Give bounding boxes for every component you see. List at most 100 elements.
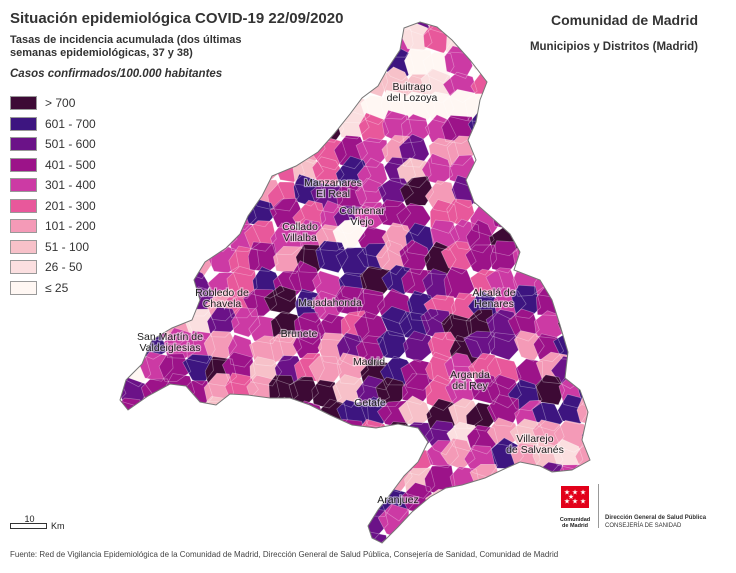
municipality-border <box>120 132 126 164</box>
municipality-area <box>578 151 590 182</box>
municipality-border <box>559 133 590 165</box>
municipality-area <box>536 88 569 118</box>
municipality-border <box>182 28 218 57</box>
municipality-border <box>297 219 329 251</box>
municipality-border <box>339 489 370 519</box>
municipality-area <box>209 94 237 126</box>
municipality-area <box>201 72 231 102</box>
star-icon: ★ <box>564 498 570 506</box>
municipality-area <box>485 181 521 211</box>
municipality-area <box>274 463 306 490</box>
municipality-border <box>469 371 501 405</box>
municipality-border <box>442 89 479 122</box>
municipality-border <box>533 154 564 188</box>
municipality-area <box>120 199 129 231</box>
municipality-border <box>465 402 497 432</box>
municipality-border <box>381 222 416 257</box>
municipality-area <box>534 268 566 297</box>
municipality-area <box>229 132 260 162</box>
map-subtitle: Tasas de incidencia acumulada (dos últim… <box>10 34 242 59</box>
municipality-area <box>332 46 367 78</box>
municipality-area <box>398 395 432 425</box>
municipality-area <box>360 28 391 60</box>
municipality-border <box>422 268 453 301</box>
municipality-border <box>557 227 590 259</box>
municipality-area <box>487 417 520 446</box>
municipality-border <box>120 309 124 341</box>
municipality-area <box>289 260 322 293</box>
municipality-border <box>269 110 303 141</box>
municipality-area <box>559 265 590 298</box>
municipality-border <box>222 511 258 543</box>
municipality-area <box>463 331 495 360</box>
municipality-border <box>178 71 210 102</box>
municipality-area <box>245 460 276 493</box>
municipality-area <box>530 532 565 543</box>
municipality-border <box>244 220 277 252</box>
municipality-border <box>336 352 369 385</box>
municipality-area <box>535 196 565 229</box>
municipality-border <box>204 356 237 387</box>
municipality-border <box>120 27 122 61</box>
municipality-area <box>467 508 498 537</box>
municipality-border <box>440 313 473 342</box>
municipality-border <box>159 442 193 476</box>
municipality-area <box>443 489 475 521</box>
municipality-border <box>573 200 590 230</box>
municipality-border <box>383 156 416 186</box>
municipality-border <box>319 200 351 231</box>
municipality-area <box>486 22 520 33</box>
municipality-border <box>336 332 368 368</box>
municipality-area <box>270 22 301 33</box>
municipality-border <box>465 309 495 339</box>
municipality-border <box>485 506 519 539</box>
municipality-area <box>556 50 586 79</box>
municipality-area <box>120 462 128 495</box>
municipality-border <box>160 137 194 168</box>
legend-swatch <box>10 137 37 152</box>
municipality-border <box>487 90 521 120</box>
municipality-area <box>133 22 168 54</box>
logo-caption-1: Comunidad <box>559 517 591 523</box>
municipality-area <box>510 135 540 167</box>
municipality-border <box>332 219 366 251</box>
municipality-border <box>227 334 255 368</box>
municipality-border <box>139 22 172 38</box>
municipality-border <box>336 22 366 31</box>
municipality-area <box>310 46 341 73</box>
municipality-border <box>143 91 174 123</box>
star-icon: ★ <box>572 498 578 506</box>
municipality-area <box>494 72 528 104</box>
municipality-border <box>535 351 573 384</box>
municipality-area <box>177 223 210 253</box>
municipality-border <box>576 395 590 427</box>
municipality-border <box>357 243 390 271</box>
municipality-border <box>120 266 153 296</box>
municipality-area <box>399 239 431 275</box>
municipality-border <box>229 50 260 80</box>
municipality-area <box>581 113 590 145</box>
municipality-border <box>120 91 128 123</box>
legend-swatch <box>10 178 37 193</box>
municipality-border <box>139 508 172 543</box>
municipality-area <box>120 422 129 454</box>
municipality-area <box>120 377 126 409</box>
municipality-area <box>248 484 283 515</box>
municipality-area <box>491 201 520 230</box>
municipality-area <box>425 352 455 386</box>
municipality-area <box>229 400 261 433</box>
municipality-border <box>535 374 566 406</box>
municipality-border <box>317 26 347 58</box>
municipality-area <box>265 64 297 96</box>
municipality-border <box>512 22 546 30</box>
municipality-border <box>248 22 280 34</box>
municipality-border <box>264 63 297 96</box>
municipality-border <box>181 201 211 234</box>
municipality-border <box>120 156 150 189</box>
municipality-border <box>511 177 546 209</box>
municipality-border <box>440 437 476 470</box>
municipality-border <box>485 181 522 211</box>
municipality-border <box>223 152 254 182</box>
municipality-border <box>465 219 495 254</box>
